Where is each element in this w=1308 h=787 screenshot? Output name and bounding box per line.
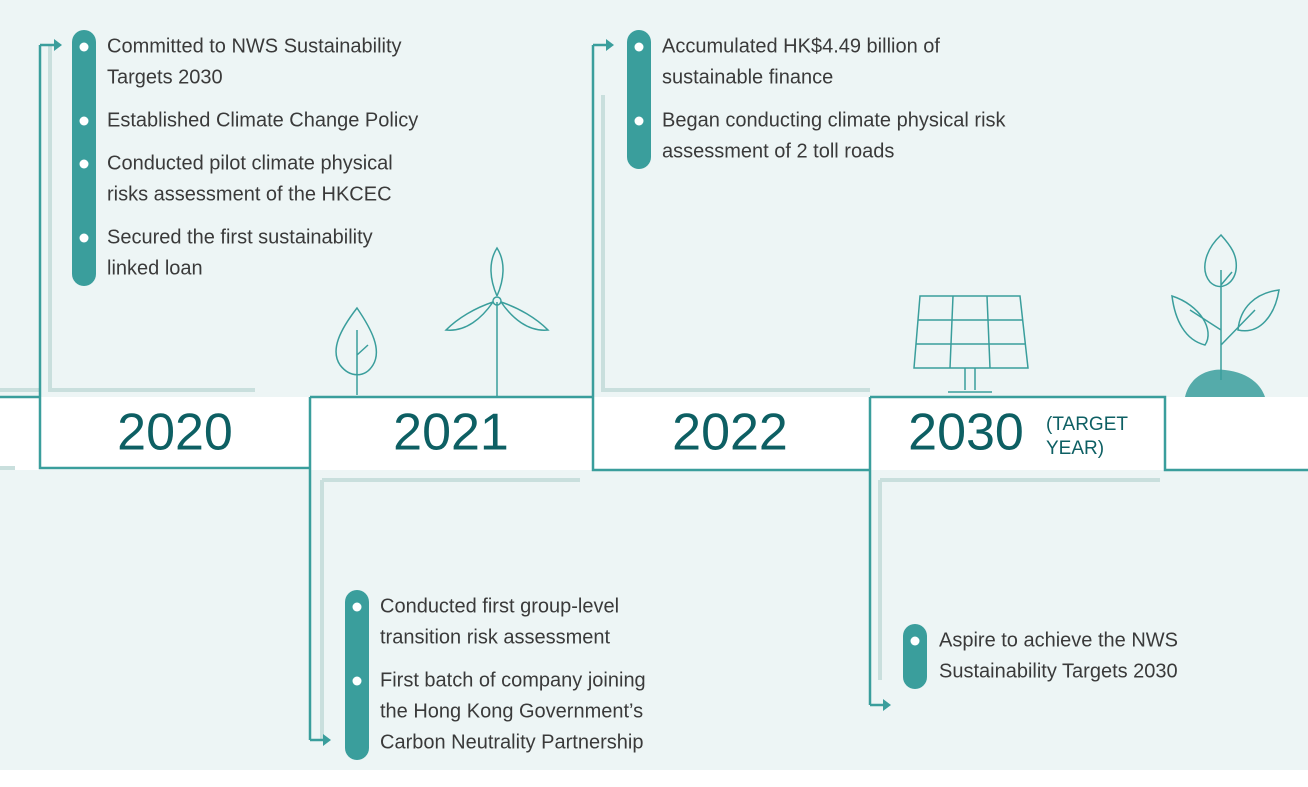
item-text: the Hong Kong Government’s <box>380 700 643 722</box>
item-text: transition risk assessment <box>380 626 611 648</box>
bullet-dot <box>80 160 89 169</box>
bullet-dot <box>80 117 89 126</box>
item-text: Sustainability Targets 2030 <box>939 660 1178 682</box>
bullet-bar <box>72 30 96 286</box>
bullet-dot <box>80 43 89 52</box>
year: 2020 <box>117 404 233 462</box>
bullet-dot <box>80 234 89 243</box>
item-text: linked loan <box>107 257 203 279</box>
bullet-bar <box>903 624 927 689</box>
item-text: Began conducting climate physical risk <box>662 109 1007 131</box>
year: 2030 <box>908 404 1024 462</box>
item-text: sustainable finance <box>662 66 833 88</box>
bullet-dot <box>353 603 362 612</box>
item-text: Carbon Neutrality Partnership <box>380 731 643 753</box>
bullet-dot <box>635 117 644 126</box>
page: 2020 Committed to NWS Sustainability Targe… <box>0 0 1308 787</box>
item-text: First batch of company joining <box>380 669 646 691</box>
year-suffix: (TARGET <box>1046 414 1128 435</box>
item-text: Conducted pilot climate physical <box>107 152 393 174</box>
bullet-dot <box>353 677 362 686</box>
item-text: Aspire to achieve the NWS <box>939 629 1178 651</box>
item-text: Conducted first group-level <box>380 595 619 617</box>
bullet-dot <box>635 43 644 52</box>
bullet-bar <box>345 590 369 760</box>
bullet-dot <box>911 637 920 646</box>
item-text: Targets 2030 <box>107 66 223 88</box>
year-suffix: YEAR) <box>1046 438 1104 459</box>
item-text: Established Climate Change Policy <box>107 109 418 131</box>
item-text: Accumulated HK$4.49 billion of <box>662 35 940 57</box>
item-text: Secured the first sustainability <box>107 226 373 248</box>
item-text: risks assessment of the HKCEC <box>107 183 392 205</box>
item-text: assessment of 2 toll roads <box>662 140 894 162</box>
timeline: 2020 Committed to NWS Sustainability Targe… <box>0 0 1308 787</box>
year: 2021 <box>393 404 509 462</box>
item-text: Committed to NWS Sustainability <box>107 35 402 57</box>
year: 2022 <box>672 404 788 462</box>
